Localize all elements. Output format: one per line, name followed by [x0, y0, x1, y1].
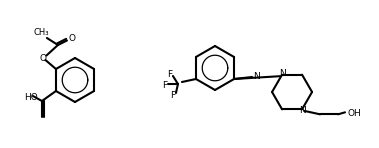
Text: N: N — [253, 71, 260, 81]
Text: O: O — [69, 34, 75, 43]
Text: HO: HO — [24, 92, 38, 102]
Text: N: N — [299, 106, 305, 115]
Text: F: F — [168, 70, 172, 78]
Text: F: F — [162, 82, 168, 90]
Text: O: O — [39, 53, 47, 62]
Text: CH₃: CH₃ — [33, 28, 49, 37]
Text: N: N — [279, 69, 285, 78]
Text: F: F — [171, 91, 175, 100]
Text: OH: OH — [347, 109, 361, 118]
